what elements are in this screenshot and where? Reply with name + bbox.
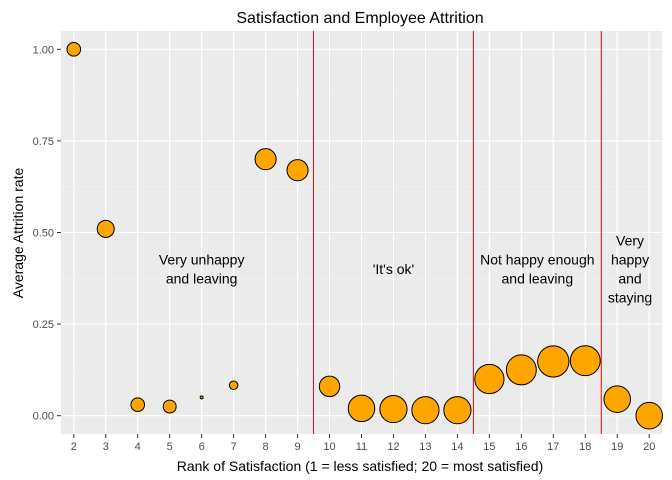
data-point: [379, 394, 408, 424]
data-point: [318, 375, 341, 398]
y-tick-label: 0.75: [33, 136, 54, 148]
x-tick-label: 11: [356, 441, 367, 453]
x-tick-label: 14: [451, 441, 463, 453]
x-tick-label: 17: [547, 441, 559, 453]
x-axis: 2 3 4 5 6 7 8 9 10 11 12 13 14 15 16 17 18 19 20: [71, 434, 655, 453]
annotation-text: staying: [608, 290, 652, 306]
data-point: [130, 397, 146, 412]
y-axis-title: Average Attrition rate: [10, 168, 26, 299]
x-tick-label: 7: [231, 441, 237, 453]
x-axis-title: Rank of Satisfaction (1 = less satisfied…: [177, 458, 544, 474]
x-tick-label: 20: [643, 441, 655, 453]
data-point: [505, 354, 537, 386]
chart-title: Satisfaction and Employee Attrition: [236, 10, 483, 27]
x-tick-label: 19: [611, 441, 623, 453]
annotation-text: and leaving: [166, 271, 238, 287]
data-point: [569, 345, 601, 377]
y-tick-label: 1.00: [33, 44, 54, 56]
x-tick-label: 16: [515, 441, 527, 453]
data-point: [474, 363, 505, 395]
data-point: [603, 385, 632, 413]
data-point: [66, 42, 82, 57]
y-axis: 0.00 0.25 0.50 0.75 1.00: [33, 44, 61, 423]
x-tick-label: 13: [419, 441, 431, 453]
data-point: [96, 219, 115, 238]
x-tick-label: 12: [387, 441, 399, 453]
x-tick-label: 3: [103, 441, 109, 453]
x-tick-label: 6: [199, 441, 205, 453]
plot-panel: Very unhappy and leaving 'It's ok' Not happ…: [61, 31, 663, 434]
x-tick-label: 15: [483, 441, 495, 453]
x-tick-label: 18: [579, 441, 591, 453]
y-tick-label: 0.50: [33, 228, 54, 240]
annotation-text: Very: [616, 233, 644, 249]
x-tick-label: 10: [323, 441, 335, 453]
y-tick-label: 0.00: [33, 411, 54, 423]
data-point: [347, 394, 376, 423]
data-point: [254, 148, 277, 171]
x-tick-label: 2: [71, 441, 77, 453]
annotation-text: Very unhappy: [159, 252, 245, 268]
data-point: [411, 396, 440, 425]
x-tick-label: 9: [295, 441, 301, 453]
data-point: [228, 380, 239, 391]
y-tick-label: 0.25: [33, 319, 54, 331]
annotation-text: happy: [611, 252, 649, 268]
data-point: [537, 345, 570, 378]
data-point: [286, 159, 309, 182]
annotation-text: 'It's ok': [373, 261, 414, 277]
x-tick-label: 5: [167, 441, 173, 453]
data-point: [162, 399, 177, 414]
data-point: [635, 401, 663, 430]
x-tick-label: 4: [135, 441, 141, 453]
x-tick-label: 8: [263, 441, 269, 453]
annotation-text: Not happy enough: [480, 252, 594, 268]
data-point: [199, 395, 204, 400]
annotation-text: and: [618, 271, 641, 287]
annotation-text: and leaving: [502, 271, 574, 287]
data-point: [443, 396, 472, 425]
